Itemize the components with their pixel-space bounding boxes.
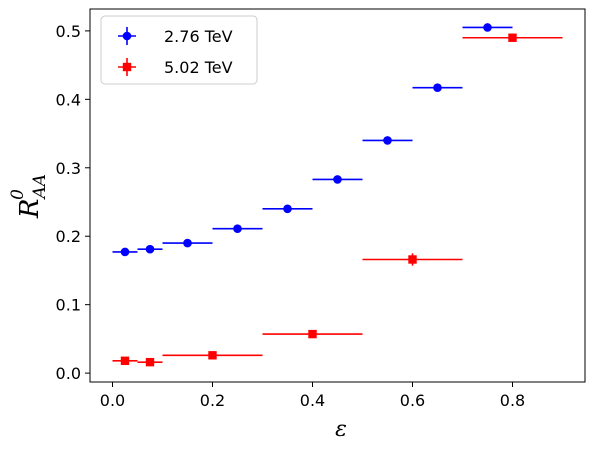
x-tick-label: 0.4: [300, 391, 325, 410]
data-point: [483, 23, 492, 32]
legend-entry-1: 2.76 TeV: [118, 27, 233, 46]
y-tick-label: 0.4: [56, 90, 81, 109]
data-point: [183, 238, 192, 248]
y-axis-label-sup: 0: [8, 189, 28, 200]
data-point: [308, 329, 317, 339]
x-tick-label: 0.2: [200, 391, 225, 410]
data-point: [283, 204, 292, 214]
x-tick-label: 0.6: [400, 391, 425, 410]
plot-area: [112, 23, 563, 367]
y-axis-label: RAA0: [8, 174, 50, 219]
legend-marker: [122, 62, 132, 72]
legend-marker: [122, 31, 132, 41]
y-axis: 0.0 0.1 0.2 0.3 0.4 0.5: [56, 22, 90, 383]
y-axis-label-main: R: [15, 198, 45, 219]
data-point: [208, 351, 217, 360]
series-1: [112, 23, 513, 257]
y-axis-label-sub: AA: [30, 174, 50, 201]
data-point: [120, 356, 130, 365]
x-axis: 0.0 0.2 0.4 0.6 0.8: [100, 382, 525, 410]
y-tick-label: 0.0: [56, 364, 81, 383]
x-tick-label: 0.8: [500, 391, 525, 410]
y-tick-label: 0.3: [56, 159, 81, 178]
data-point: [145, 357, 155, 367]
plot-frame: [89, 8, 586, 383]
legend-label: 2.76 TeV: [164, 27, 233, 46]
y-tick-label: 0.1: [56, 296, 81, 315]
legend-label: 5.02 TeV: [164, 58, 233, 77]
legend-entry-2: 5.02 TeV: [118, 58, 233, 77]
x-axis-label: ε: [335, 417, 347, 442]
data-point: [383, 136, 392, 145]
data-point: [333, 175, 342, 184]
data-point: [508, 33, 517, 42]
data-point: [233, 224, 242, 233]
data-point: [145, 244, 155, 254]
y-tick-label: 0.2: [56, 227, 81, 246]
y-tick-label: 0.5: [56, 22, 81, 41]
legend-box: [100, 15, 258, 85]
legend: 2.76 TeV 5.02 TeV: [100, 15, 258, 85]
series-2: [112, 33, 563, 367]
x-tick-label: 0.0: [100, 391, 125, 410]
data-point: [120, 247, 130, 257]
data-point: [408, 255, 417, 264]
data-point: [433, 83, 442, 93]
